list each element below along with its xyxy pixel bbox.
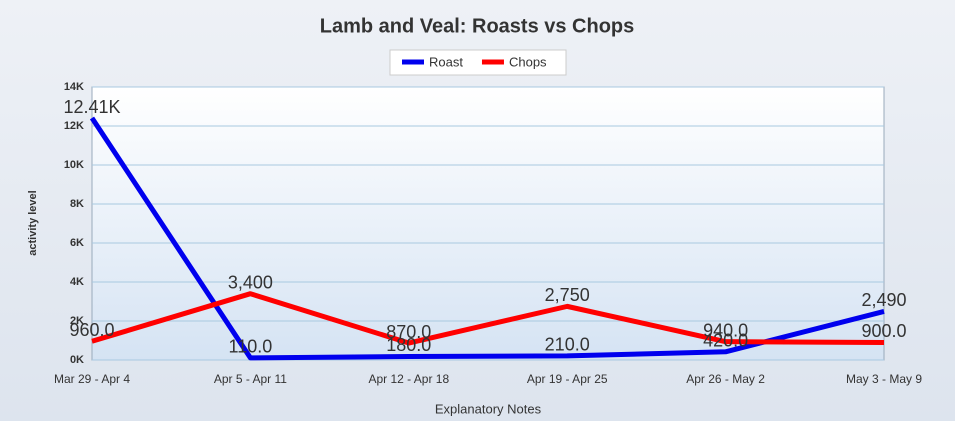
- x-tick-label: Mar 29 - Apr 4: [54, 372, 130, 386]
- data-label: 870.0: [386, 322, 431, 342]
- chart-title: Lamb and Veal: Roasts vs Chops: [320, 15, 635, 37]
- data-label: 12.41K: [63, 97, 120, 117]
- y-tick-label: 10K: [64, 159, 84, 171]
- x-tick-label: May 3 - May 9: [846, 372, 922, 386]
- data-label: 2,750: [545, 285, 590, 305]
- data-label: 900.0: [861, 321, 906, 341]
- y-tick-label: 14K: [64, 81, 84, 93]
- line: [91, 291, 885, 346]
- y-tick-label: 12K: [64, 120, 84, 132]
- data-label: 180.0: [386, 335, 431, 355]
- y-tick-label: 6K: [70, 237, 84, 249]
- x-axis-label: Explanatory Notes: [435, 401, 542, 416]
- data-label: 3,400: [228, 272, 273, 292]
- data-label: 2,490: [861, 290, 906, 310]
- legend-label: Chops: [509, 54, 547, 69]
- y-tick-label: 4K: [70, 276, 84, 288]
- plot-area: [91, 86, 885, 361]
- x-tick-label: Apr 26 - May 2: [686, 372, 765, 386]
- x-tick-label: Apr 5 - Apr 11: [214, 372, 287, 386]
- data-label: 960.0: [69, 320, 114, 340]
- x-tick-label: Apr 19 - Apr 25: [527, 372, 608, 386]
- y-tick-label: 2K: [70, 315, 84, 327]
- legend-label: Roast: [429, 54, 463, 69]
- y-tick-label: 8K: [70, 198, 84, 210]
- data-label: 110.0: [229, 337, 273, 357]
- data-label: 420.0: [703, 331, 748, 351]
- y-axis-label: activity level: [27, 190, 39, 255]
- line: [89, 116, 885, 361]
- data-label: 940.0: [703, 320, 748, 340]
- y-tick-label: 0K: [70, 354, 84, 366]
- x-tick-label: Apr 12 - Apr 18: [368, 372, 449, 386]
- data-label: 210.0: [545, 335, 590, 355]
